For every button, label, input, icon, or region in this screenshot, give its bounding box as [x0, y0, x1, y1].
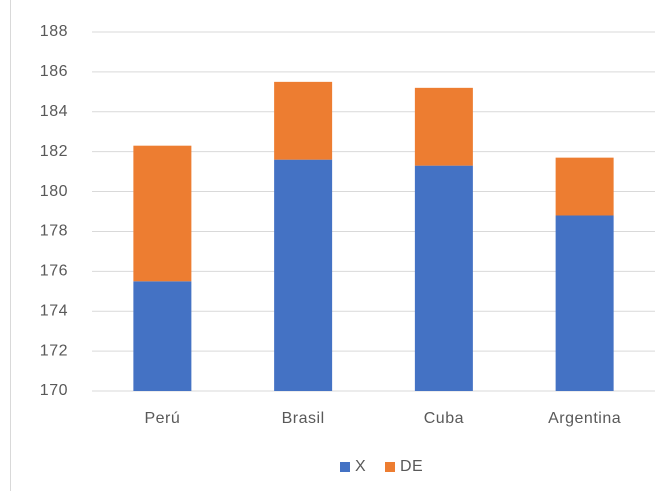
bar-segment — [133, 281, 192, 391]
y-tick-label: 184 — [40, 103, 68, 120]
y-tick-label: 172 — [40, 342, 68, 359]
bar-segment — [414, 87, 473, 166]
y-tick-label: 182 — [40, 143, 68, 160]
legend-label: DE — [400, 458, 423, 475]
bar-segment — [274, 81, 333, 160]
y-tick-label: 180 — [40, 183, 68, 200]
x-tick-label: Brasil — [282, 410, 325, 427]
y-tick-label: 170 — [40, 382, 68, 399]
bar-segment — [133, 145, 192, 282]
y-tick-label: 176 — [40, 263, 68, 280]
y-tick-label: 174 — [40, 302, 68, 319]
legend-label: X — [355, 458, 366, 475]
x-tick-label: Argentina — [548, 410, 621, 427]
y-tick-label: 188 — [40, 23, 68, 40]
bar-segment — [555, 157, 614, 216]
bar-segment — [555, 215, 614, 391]
legend-swatch — [385, 462, 395, 472]
bar-segment — [414, 165, 473, 391]
bar-segment — [274, 159, 333, 391]
x-tick-label: Perú — [144, 410, 180, 427]
legend-swatch — [340, 462, 350, 472]
y-tick-label: 186 — [40, 63, 68, 80]
y-tick-label: 178 — [40, 223, 68, 240]
x-tick-label: Cuba — [424, 410, 464, 427]
